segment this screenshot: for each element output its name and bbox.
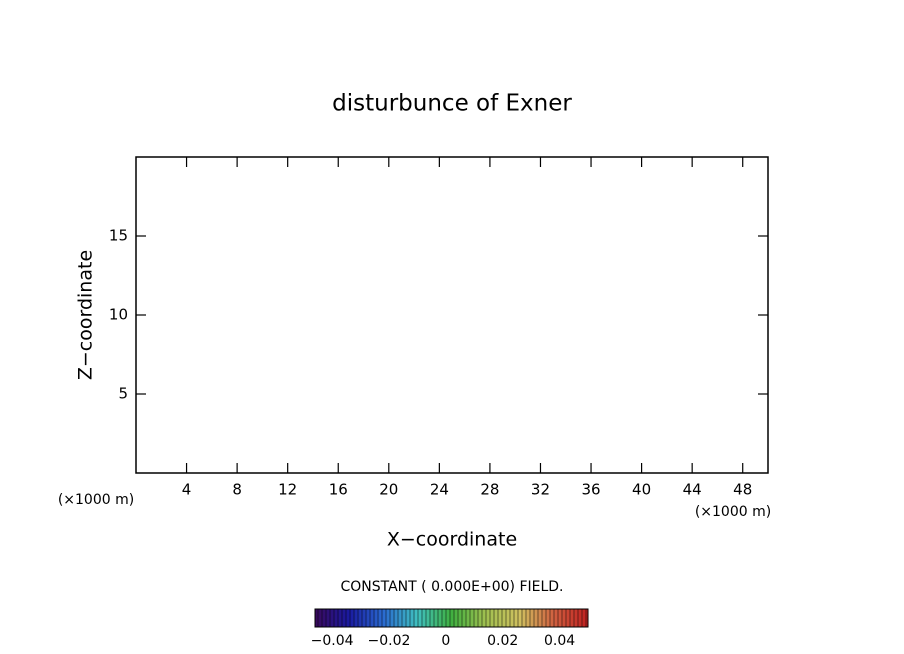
y-tick-label: 5 [118, 385, 128, 403]
x-tick-label: 12 [278, 481, 297, 499]
colorbar-tick-label: 0.04 [544, 633, 575, 649]
colorbar-tick-label: −0.02 [367, 633, 410, 649]
colorbar-tick-label: 0 [441, 633, 450, 649]
y-tick-label: 10 [109, 306, 128, 324]
colorbar-fill [315, 609, 588, 627]
x-tick-label: 28 [480, 481, 499, 499]
x-tick-label: 48 [733, 481, 752, 499]
x-tick-label: 24 [430, 481, 449, 499]
x-tick-label: 8 [232, 481, 242, 499]
x-axis-label: X−coordinate [387, 529, 517, 551]
y-unit: (×1000 m) [58, 492, 134, 508]
x-tick-label: 40 [632, 481, 651, 499]
plot-frame [135, 156, 769, 474]
x-tick-label: 4 [182, 481, 192, 499]
colorbar-tick-label: −0.04 [311, 633, 354, 649]
annotation: CONSTANT ( 0.000E+00) FIELD. [340, 579, 563, 595]
y-axis-label: Z−coordinate [75, 250, 97, 380]
x-tick-label: 36 [581, 481, 600, 499]
x-tick-label: 20 [379, 481, 398, 499]
chart-title: disturbunce of Exner [332, 91, 572, 117]
x-tick-label: 44 [683, 481, 702, 499]
x-tick-label: 16 [329, 481, 348, 499]
x-tick-label: 32 [531, 481, 550, 499]
colorbar-tick-label: 0.02 [487, 633, 518, 649]
y-tick-label: 15 [109, 227, 128, 245]
x-unit: (×1000 m) [695, 504, 771, 520]
colorbar-frame [314, 608, 589, 628]
colorbar: −0.04 −0.02 0 0.02 0.04 [311, 608, 589, 649]
